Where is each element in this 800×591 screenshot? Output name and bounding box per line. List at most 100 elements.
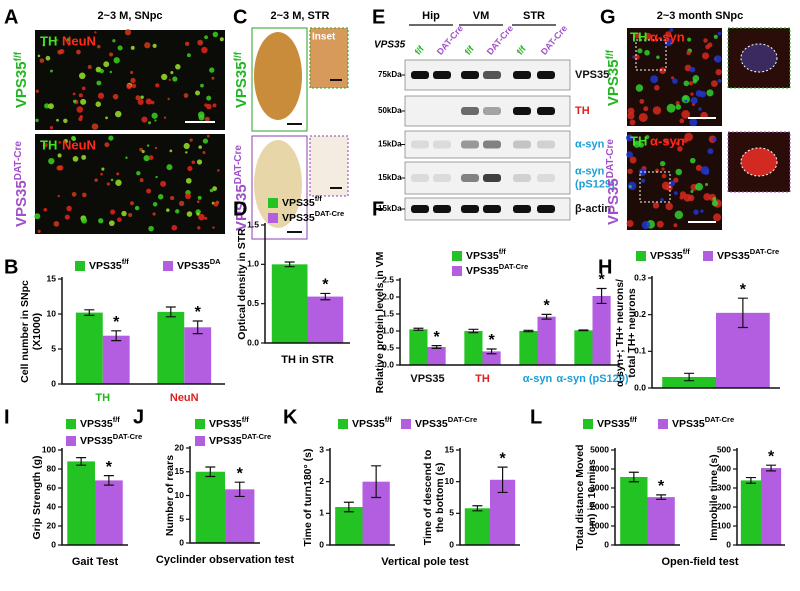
- cell: [94, 178, 98, 182]
- cell: [170, 71, 174, 75]
- cell: [175, 64, 181, 70]
- label: VPS35DAT-Cre: [233, 145, 250, 231]
- label-superscript: f/f: [233, 51, 244, 61]
- label: VPS35f/f: [89, 257, 129, 272]
- y-axis-label: Grip Strength (g): [31, 456, 43, 540]
- cell: [682, 137, 688, 143]
- error-bar: [766, 464, 777, 472]
- label-name: VPS35: [352, 418, 385, 430]
- cell: [144, 42, 151, 49]
- cell: [683, 95, 688, 100]
- error-bar: [413, 327, 424, 331]
- cell: [97, 44, 101, 49]
- cell: [212, 186, 218, 191]
- cell: [78, 72, 86, 80]
- cell: [677, 146, 683, 152]
- significance-label: *: [488, 332, 495, 349]
- cell: [94, 31, 97, 34]
- cell: [639, 99, 645, 104]
- y-axis-label: Total distance Moved: [574, 445, 586, 551]
- label: VPS35f/f: [209, 415, 249, 430]
- cell: [39, 58, 45, 63]
- label-superscript: DAT-Cre: [605, 139, 616, 179]
- cell: [200, 83, 204, 88]
- cell: [141, 149, 145, 154]
- panel-letter: E: [372, 6, 385, 28]
- y-tick-label: 0: [51, 539, 56, 549]
- cell: [212, 226, 215, 229]
- label: VPS35DAT-Cre: [13, 141, 30, 227]
- label-name: VPS35: [466, 250, 499, 262]
- error-bar: [205, 466, 216, 478]
- y-tick-label: 2: [319, 476, 324, 486]
- cell: [130, 201, 134, 206]
- kda-marker: 75kDa: [378, 70, 402, 79]
- cell: [43, 207, 48, 212]
- cell: [690, 96, 698, 105]
- inset-image: [309, 27, 349, 89]
- cell: [81, 154, 87, 160]
- axes: [399, 278, 620, 366]
- cell: [37, 229, 41, 233]
- significance-label: *: [598, 272, 605, 289]
- cell: [645, 135, 650, 140]
- x-tick-label: α-syn (pS129): [556, 373, 629, 385]
- cell: [136, 170, 141, 176]
- x-axis-label: TH in STR: [281, 354, 334, 366]
- cell: [189, 138, 193, 142]
- x-tick-label: TH: [475, 373, 490, 385]
- cell: [98, 218, 104, 224]
- cell: [712, 137, 717, 142]
- y-axis-label: (X1000): [31, 313, 43, 350]
- bar: [592, 295, 611, 365]
- error-bar: [343, 501, 354, 513]
- cell: [219, 37, 224, 42]
- cell: [97, 92, 105, 99]
- significance-label: *: [237, 465, 244, 482]
- cell: [56, 39, 59, 42]
- cell: [53, 221, 60, 227]
- legend-swatch: [452, 251, 462, 261]
- cell: [661, 167, 665, 171]
- label: VPS35f/f: [233, 51, 250, 108]
- x-axis-label: Gait Test: [72, 556, 119, 568]
- bar: [195, 471, 225, 543]
- cell: [669, 28, 674, 32]
- cell: [72, 99, 77, 104]
- label-name: VPS35: [650, 250, 683, 262]
- cell: [45, 55, 51, 61]
- cell: [48, 157, 55, 165]
- band: [513, 71, 531, 79]
- panel-letter: A: [4, 6, 18, 28]
- cell: [63, 118, 68, 124]
- label-name: VPS35: [605, 178, 622, 225]
- label-name: VPS35: [466, 265, 499, 277]
- genotype-label: f/f: [413, 43, 427, 57]
- cell: [652, 106, 662, 115]
- blot-label: VPS35: [575, 69, 609, 81]
- cell: [80, 98, 87, 105]
- legend-swatch: [163, 261, 173, 271]
- label-superscript: f/f: [242, 415, 250, 424]
- y-tick-label: 0.1: [634, 346, 646, 356]
- label-superscript: DAT-Cre: [448, 415, 477, 424]
- cell: [703, 38, 708, 43]
- cell: [206, 95, 212, 101]
- cell: [91, 123, 99, 130]
- y-tick-label: 2000: [590, 501, 609, 511]
- inset-image: [727, 131, 791, 193]
- band: [433, 174, 451, 182]
- error-bar: [431, 345, 442, 349]
- cell: [196, 200, 200, 204]
- cell: [206, 103, 212, 110]
- error-bar: [84, 309, 95, 316]
- inset-cell: [740, 147, 778, 177]
- label-superscript: f/f: [113, 415, 121, 424]
- region-label: VM: [473, 10, 490, 22]
- cell: [686, 50, 691, 56]
- panel-letter: G: [600, 6, 616, 28]
- error-bar: [578, 329, 589, 332]
- cell: [692, 75, 700, 82]
- cell: [121, 210, 127, 217]
- axes: [61, 448, 128, 546]
